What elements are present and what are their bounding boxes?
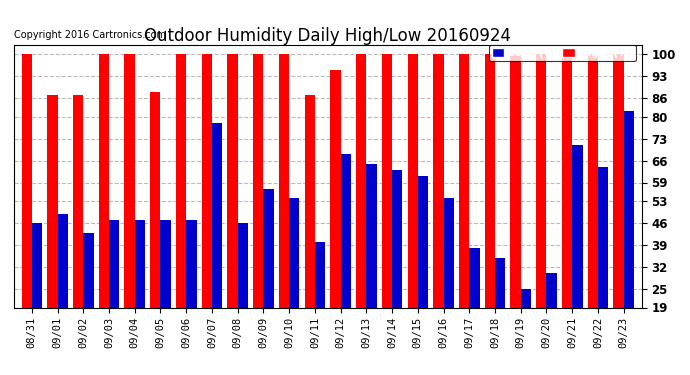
Text: Copyright 2016 Cartronics.com: Copyright 2016 Cartronics.com [14, 30, 166, 40]
Bar [433, 54, 444, 367]
Bar [418, 176, 428, 367]
Bar [588, 54, 598, 367]
Bar [237, 223, 248, 367]
Bar [73, 95, 83, 367]
Bar [356, 54, 366, 367]
Bar [279, 54, 289, 367]
Bar [366, 164, 377, 367]
Bar [459, 54, 469, 367]
Bar [408, 54, 418, 367]
Bar [99, 54, 109, 367]
Bar [495, 258, 505, 367]
Bar [150, 92, 161, 367]
Bar [469, 248, 480, 367]
Title: Outdoor Humidity Daily High/Low 20160924: Outdoor Humidity Daily High/Low 20160924 [144, 27, 511, 45]
Bar [228, 54, 237, 367]
Legend: Low  (%), High  (%): Low (%), High (%) [489, 45, 636, 61]
Bar [331, 70, 341, 367]
Bar [124, 54, 135, 367]
Bar [341, 154, 351, 367]
Bar [57, 214, 68, 367]
Bar [212, 123, 222, 367]
Bar [186, 220, 197, 367]
Bar [382, 54, 392, 367]
Bar [485, 54, 495, 367]
Bar [176, 54, 186, 367]
Bar [624, 111, 634, 367]
Bar [546, 273, 557, 367]
Bar [289, 198, 299, 367]
Bar [21, 54, 32, 367]
Bar [444, 198, 454, 367]
Bar [521, 289, 531, 367]
Bar [304, 95, 315, 367]
Bar [315, 242, 325, 367]
Bar [264, 189, 274, 367]
Bar [109, 220, 119, 367]
Bar [392, 170, 402, 367]
Bar [201, 54, 212, 367]
Bar [135, 220, 145, 367]
Bar [32, 223, 42, 367]
Bar [536, 54, 546, 367]
Bar [511, 54, 521, 367]
Bar [253, 54, 264, 367]
Bar [562, 54, 572, 367]
Bar [83, 232, 94, 367]
Bar [598, 167, 609, 367]
Bar [572, 145, 582, 367]
Bar [613, 54, 624, 367]
Bar [47, 95, 57, 367]
Bar [161, 220, 171, 367]
